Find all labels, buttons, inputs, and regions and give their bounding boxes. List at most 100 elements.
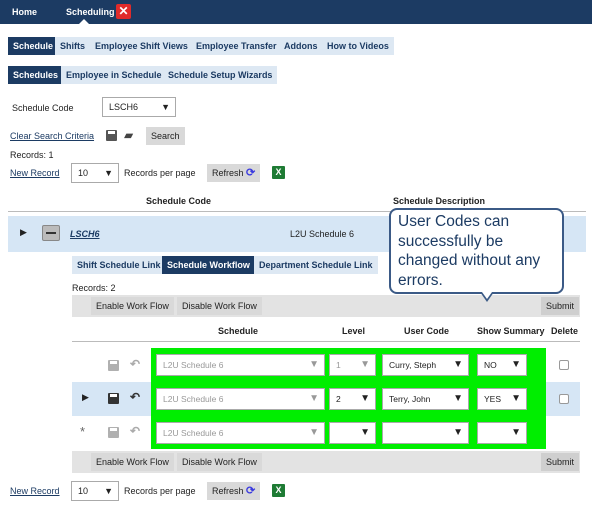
- col-show-summary: Show Summary: [477, 326, 545, 336]
- table-row: ↶ L2U Schedule 6 ▼ 1 ▼ Curry, Steph ▼ NO ▼: [72, 348, 580, 382]
- level-select[interactable]: 2 ▼: [329, 388, 376, 410]
- tab-schedule-workflow[interactable]: Schedule Workflow: [162, 256, 255, 274]
- user-code-select[interactable]: Terry, John ▼: [382, 388, 469, 410]
- chevron-down-icon: ▼: [309, 427, 319, 438]
- tab-how-to-videos[interactable]: How to Videos: [322, 37, 394, 55]
- save-icon[interactable]: [106, 130, 117, 141]
- col-level: Level: [342, 326, 366, 336]
- refresh-label: Refresh: [212, 486, 244, 496]
- excel-icon[interactable]: X: [272, 166, 285, 179]
- chevron-down-icon: ▼: [360, 359, 370, 370]
- show-summary-value: NO: [484, 360, 497, 370]
- tab-employee-shift-views[interactable]: Employee Shift Views: [90, 37, 193, 55]
- expand-arrow-icon[interactable]: ▶: [20, 227, 27, 237]
- tab-department-schedule-link[interactable]: Department Schedule Link: [254, 256, 378, 274]
- level-select[interactable]: ▼: [329, 422, 376, 444]
- close-icon[interactable]: ✕: [116, 4, 131, 19]
- disable-workflow-button[interactable]: Disable Work Flow: [177, 453, 262, 471]
- row-2-cells: L2U Schedule 6 ▼ 2 ▼ Terry, John ▼ YES ▼: [72, 382, 580, 416]
- level-value: 2: [336, 394, 341, 404]
- refresh-button[interactable]: Refresh ⟳: [207, 482, 261, 500]
- tab-schedule[interactable]: Schedule: [8, 37, 59, 55]
- undo-icon: ↶: [130, 357, 141, 371]
- col-schedule: Schedule: [218, 326, 259, 336]
- chevron-down-icon: ▼: [360, 427, 370, 438]
- show-summary-select[interactable]: ▼: [477, 422, 527, 444]
- callout-note: User Codes can successfully be changed w…: [389, 208, 564, 294]
- undo-icon: ↶: [130, 424, 141, 438]
- show-summary-select[interactable]: YES ▼: [477, 388, 527, 410]
- schedule-select[interactable]: L2U Schedule 6 ▼: [156, 422, 325, 444]
- table-header: Schedule Code Schedule Description: [8, 190, 586, 212]
- schedule-code-value: LSCH6: [109, 102, 139, 112]
- col-user-code: User Code: [404, 326, 450, 336]
- col-delete: Delete: [551, 326, 579, 336]
- subtab-employee-in-schedule[interactable]: Employee in Schedule: [61, 66, 167, 84]
- undo-icon[interactable]: ↶: [130, 390, 141, 404]
- tab-employee-transfer[interactable]: Employee Transfer: [191, 37, 282, 55]
- table-row: * ↶ L2U Schedule 6 ▼ ▼ ▼ ▼: [72, 416, 580, 449]
- schedule-code-select[interactable]: LSCH6 ▼: [102, 97, 176, 117]
- row-schedule-description: L2U Schedule 6: [290, 229, 355, 239]
- schedule-select[interactable]: L2U Schedule 6 ▼: [156, 388, 325, 410]
- per-page-select[interactable]: 10 ▼: [71, 163, 119, 183]
- chevron-down-icon: ▼: [161, 102, 170, 112]
- tab-shifts[interactable]: Shifts: [55, 37, 91, 55]
- new-record-link[interactable]: New Record: [10, 168, 60, 178]
- chevron-down-icon: ▼: [453, 393, 463, 404]
- new-record-link[interactable]: New Record: [10, 486, 60, 496]
- user-code-select[interactable]: ▼: [382, 422, 469, 444]
- user-code-select[interactable]: Curry, Steph ▼: [382, 354, 469, 376]
- submit-button[interactable]: Submit: [541, 297, 580, 315]
- chevron-down-icon: ▼: [309, 359, 319, 370]
- folder-icon[interactable]: ▰: [124, 128, 134, 142]
- chevron-down-icon: ▼: [453, 359, 463, 370]
- disable-workflow-button[interactable]: Disable Work Flow: [177, 297, 262, 315]
- save-icon: [108, 427, 119, 438]
- submit-button[interactable]: Submit: [541, 453, 580, 471]
- collapse-button[interactable]: [42, 225, 60, 241]
- chevron-down-icon: ▼: [104, 486, 113, 496]
- per-page-label: Records per page: [124, 486, 196, 496]
- workflow-header: Schedule Level User Code Show Summary De…: [72, 320, 580, 342]
- schedule-code-label: Schedule Code: [12, 103, 74, 113]
- chevron-down-icon: ▼: [309, 393, 319, 404]
- schedule-value: L2U Schedule 6: [163, 360, 224, 370]
- delete-checkbox[interactable]: [559, 394, 569, 404]
- excel-icon[interactable]: X: [272, 484, 285, 497]
- top-nav-bar: Home Scheduling ✕: [0, 0, 592, 24]
- col-schedule-code: Schedule Code: [146, 196, 212, 206]
- schedule-select[interactable]: L2U Schedule 6 ▼: [156, 354, 325, 376]
- records-count: Records: 1: [10, 150, 54, 160]
- nav-scheduling[interactable]: Scheduling: [66, 7, 115, 17]
- subtab-schedules[interactable]: Schedules: [8, 66, 64, 84]
- per-page-label: Records per page: [124, 168, 196, 178]
- search-button[interactable]: Search: [146, 127, 185, 145]
- refresh-icon: ⟳: [246, 485, 256, 497]
- chevron-down-icon: ▼: [511, 393, 521, 404]
- enable-workflow-button[interactable]: Enable Work Flow: [91, 453, 174, 471]
- tab-shift-schedule-link[interactable]: Shift Schedule Link: [72, 256, 166, 274]
- new-row-marker-icon: *: [80, 424, 86, 439]
- active-caret-icon: [79, 19, 89, 24]
- refresh-button[interactable]: Refresh ⟳: [207, 164, 261, 182]
- tab-addons[interactable]: Addons: [279, 37, 323, 55]
- delete-checkbox[interactable]: [559, 360, 569, 370]
- show-summary-value: YES: [484, 394, 502, 404]
- row-schedule-code[interactable]: LSCH6: [70, 229, 100, 239]
- save-icon[interactable]: [108, 393, 119, 404]
- clear-search-link[interactable]: Clear Search Criteria: [10, 131, 95, 141]
- col-schedule-description: Schedule Description: [393, 196, 486, 206]
- show-summary-select[interactable]: NO ▼: [477, 354, 527, 376]
- enable-workflow-button[interactable]: Enable Work Flow: [91, 297, 174, 315]
- save-icon: [108, 360, 119, 371]
- per-page-value: 10: [78, 486, 89, 496]
- row-pointer-icon: ▶: [82, 392, 89, 402]
- nav-home[interactable]: Home: [12, 7, 38, 17]
- per-page-value: 10: [78, 168, 89, 178]
- refresh-label: Refresh: [212, 168, 244, 178]
- per-page-select[interactable]: 10 ▼: [71, 481, 119, 501]
- level-select[interactable]: 1 ▼: [329, 354, 376, 376]
- subtab-schedule-setup-wizards[interactable]: Schedule Setup Wizards: [163, 66, 278, 84]
- chevron-down-icon: ▼: [104, 168, 113, 178]
